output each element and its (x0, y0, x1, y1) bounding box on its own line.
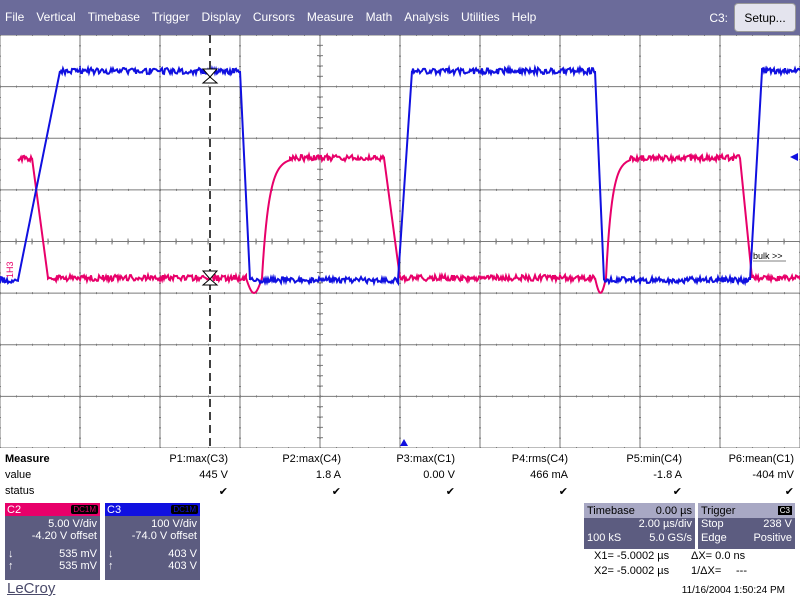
trigger-slope: Positive (753, 532, 792, 546)
channel-c2-descriptor[interactable]: C2 DC1M 5.00 V/div -4.20 V offset ↓ 535 … (5, 503, 100, 580)
channel-c2-cursor-down: ↓ 535 mV (5, 548, 100, 560)
menu-timebase[interactable]: Timebase (82, 0, 146, 35)
measure-title: Measure (5, 453, 50, 465)
channel-c2-offset: -4.20 V offset (5, 530, 100, 542)
arrow-down-icon: ↓ (8, 548, 14, 560)
trigger-level-marker (790, 153, 798, 161)
channel-c2-cursor-up: ↑ 535 mV (5, 560, 100, 572)
status-row-label: status (5, 485, 34, 497)
trigger-type: Edge (701, 532, 727, 546)
cursor-delta-x: ΔX= 0.0 ns (691, 550, 745, 562)
menu-utilities[interactable]: Utilities (455, 0, 506, 35)
menu-math[interactable]: Math (360, 0, 399, 35)
channel-c2-coupling: DC1M (71, 505, 98, 514)
menu-vertical[interactable]: Vertical (30, 0, 81, 35)
channel-c3-descriptor[interactable]: C3 DC1M 100 V/div -74.0 V offset ↓ 403 V… (105, 503, 200, 580)
param-p5-name[interactable]: P5:min(C4) (626, 453, 682, 465)
cursor-x2: X2= -5.0002 µs (594, 565, 669, 577)
trigger-mode: Stop (701, 518, 724, 532)
cursor-readout: X1= -5.0002 µs ΔX= 0.0 ns X2= -5.0002 µs… (586, 550, 800, 584)
arrow-down-icon: ↓ (108, 548, 114, 560)
channel-c2-trace (18, 155, 800, 293)
waveform-display[interactable]: bulk >> 1H3 (0, 35, 800, 448)
channel-selector-label: C3: (709, 11, 728, 25)
param-p6-name[interactable]: P6:mean(C1) (729, 453, 794, 465)
timebase-rate: 5.0 GS/s (649, 532, 692, 546)
param-p4-value: 466 mA (530, 469, 568, 481)
timebase-per-div: 2.00 µs/div (584, 518, 695, 532)
menu-trigger[interactable]: Trigger (146, 0, 196, 35)
param-p5-value: -1.8 A (653, 469, 682, 481)
check-icon: ✔ (673, 485, 682, 498)
menu-analysis[interactable]: Analysis (398, 0, 455, 35)
measure-status-row: status ✔ ✔ ✔ ✔ ✔ ✔ (0, 485, 800, 501)
timebase-delay: 0.00 µs (656, 505, 692, 517)
param-p6-value: -404 mV (752, 469, 794, 481)
setup-button[interactable]: Setup... (734, 3, 796, 32)
trigger-descriptor[interactable]: Trigger C3 Stop 238 V Edge Positive (698, 503, 795, 549)
waveform-canvas[interactable]: bulk >> 1H3 (0, 35, 800, 448)
cursor-inv-delta-label: 1/ΔX= (691, 565, 721, 577)
channel-marker-label: 1H3 (5, 261, 15, 278)
param-p1-value: 445 V (199, 469, 228, 481)
param-p4-name[interactable]: P4:rms(C4) (512, 453, 568, 465)
channel-c2-vdiv: 5.00 V/div (5, 518, 100, 530)
menu-cursors[interactable]: Cursors (247, 0, 301, 35)
channel-c3-offset: -74.0 V offset (105, 530, 200, 542)
menu-help[interactable]: Help (506, 0, 543, 35)
channel-c2-header: C2 DC1M (5, 503, 100, 516)
channel-c3-name: C3 (107, 504, 121, 516)
cursor-x1: X1= -5.0002 µs (594, 550, 669, 562)
menu-measure[interactable]: Measure (301, 0, 360, 35)
check-icon: ✔ (332, 485, 341, 498)
timebase-label: Timebase (587, 505, 635, 517)
param-p3-value: 0.00 V (423, 469, 455, 481)
brand-logo: LeCroy (7, 580, 55, 597)
timebase-samples: 100 kS (587, 532, 621, 546)
check-icon: ✔ (559, 485, 568, 498)
timebase-descriptor[interactable]: Timebase 0.00 µs 2.00 µs/div 100 kS 5.0 … (584, 503, 695, 549)
trigger-source: C3 (778, 506, 792, 515)
measure-value-row: value 445 V 1.8 A 0.00 V 466 mA -1.8 A -… (0, 469, 800, 485)
param-p2-name[interactable]: P2:max(C4) (282, 453, 341, 465)
channel-c3-coupling: DC1M (171, 505, 198, 514)
arrow-up-icon: ↑ (108, 560, 114, 572)
trigger-level: 238 V (763, 518, 792, 532)
check-icon: ✔ (446, 485, 455, 498)
measure-table: Measure P1:max(C3) P2:max(C4) P3:max(C1)… (0, 453, 800, 501)
channel-c3-cursor-down: ↓ 403 V (105, 548, 200, 560)
measure-header-row: Measure P1:max(C3) P2:max(C4) P3:max(C1)… (0, 453, 800, 469)
channel-c3-cursor-up: ↑ 403 V (105, 560, 200, 572)
bulk-label: bulk >> (753, 251, 783, 261)
check-icon: ✔ (219, 485, 228, 498)
trigger-label: Trigger (701, 505, 735, 517)
trigger-time-marker (400, 439, 408, 446)
arrow-up-icon: ↑ (8, 560, 14, 572)
menu-display[interactable]: Display (196, 0, 247, 35)
channel-c3-header: C3 DC1M (105, 503, 200, 516)
value-row-label: value (5, 469, 31, 481)
param-p1-name[interactable]: P1:max(C3) (169, 453, 228, 465)
channel-c2-name: C2 (7, 504, 21, 516)
menu-file[interactable]: File (0, 0, 30, 35)
cursor-inv-delta-value: --- (736, 565, 747, 577)
menu-bar: File Vertical Timebase Trigger Display C… (0, 0, 800, 35)
check-icon: ✔ (785, 485, 794, 498)
param-p3-name[interactable]: P3:max(C1) (396, 453, 455, 465)
param-p2-value: 1.8 A (316, 469, 341, 481)
date-time: 11/16/2004 1:50:24 PM (682, 585, 785, 596)
channel-c3-vdiv: 100 V/div (105, 518, 200, 530)
